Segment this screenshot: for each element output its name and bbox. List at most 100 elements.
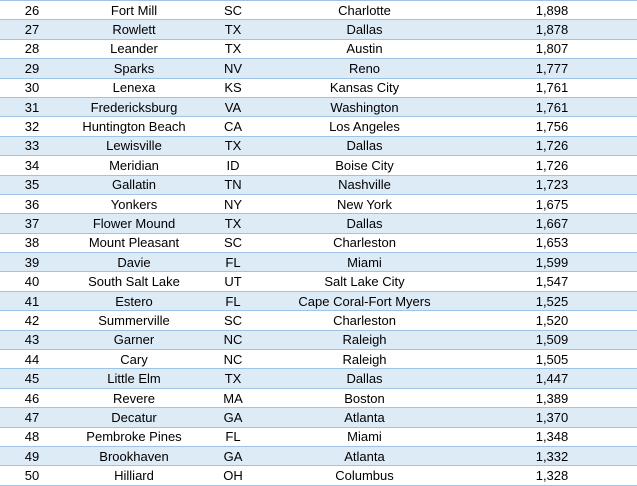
value-cell: 1,653 xyxy=(467,232,637,254)
rank-cell: 40 xyxy=(0,271,64,292)
table-row: 39 Davie FL Miami 1,599 xyxy=(0,252,637,273)
city-cell: Fort Mill xyxy=(64,0,204,21)
metro-cell: Reno xyxy=(262,58,467,79)
city-cell: Sparks xyxy=(64,58,204,79)
rank-cell: 49 xyxy=(0,445,64,467)
city-cell: Cary xyxy=(64,349,204,370)
state-cell: FL xyxy=(204,290,262,312)
state-cell: NC xyxy=(204,329,262,351)
rank-cell: 42 xyxy=(0,310,64,331)
metro-cell: Dallas xyxy=(262,213,467,234)
city-cell: Meridian xyxy=(64,155,204,176)
table-row: 47 Decatur GA Atlanta 1,370 xyxy=(0,407,637,428)
table-row: 48 Pembroke Pines FL Miami 1,348 xyxy=(0,426,637,447)
table-row: 27 Rowlett TX Dallas 1,878 xyxy=(0,19,637,40)
metro-cell: Raleigh xyxy=(262,329,467,351)
value-cell: 1,447 xyxy=(467,368,637,389)
state-cell: NC xyxy=(204,349,262,370)
state-cell: FL xyxy=(204,426,262,447)
metro-cell: Los Angeles xyxy=(262,116,467,137)
metro-cell: Salt Lake City xyxy=(262,271,467,292)
city-cell: Mount Pleasant xyxy=(64,232,204,254)
state-cell: SC xyxy=(204,232,262,254)
city-cell: Huntington Beach xyxy=(64,116,204,137)
state-cell: MA xyxy=(204,387,262,409)
state-cell: FL xyxy=(204,252,262,273)
table-row: 33 Lewisville TX Dallas 1,726 xyxy=(0,135,637,157)
rank-cell: 44 xyxy=(0,349,64,370)
value-cell: 1,509 xyxy=(467,329,637,351)
city-cell: Pembroke Pines xyxy=(64,426,204,447)
table-row: 49 Brookhaven GA Atlanta 1,332 xyxy=(0,445,637,467)
metro-cell: Charleston xyxy=(262,310,467,331)
rank-cell: 45 xyxy=(0,368,64,389)
rank-cell: 26 xyxy=(0,0,64,21)
state-cell: TX xyxy=(204,213,262,234)
city-cell: Rowlett xyxy=(64,19,204,40)
city-cell: Summerville xyxy=(64,310,204,331)
table-row: 37 Flower Mound TX Dallas 1,667 xyxy=(0,213,637,234)
city-cell: Gallatin xyxy=(64,174,204,195)
metro-cell: Charleston xyxy=(262,232,467,254)
value-cell: 1,389 xyxy=(467,387,637,409)
state-cell: TX xyxy=(204,38,262,60)
metro-cell: Kansas City xyxy=(262,77,467,98)
state-cell: SC xyxy=(204,310,262,331)
metro-cell: Miami xyxy=(262,252,467,273)
city-cell: Decatur xyxy=(64,407,204,428)
value-cell: 1,547 xyxy=(467,271,637,292)
value-cell: 1,898 xyxy=(467,0,637,21)
table-row: 42 Summerville SC Charleston 1,520 xyxy=(0,310,637,331)
value-cell: 1,667 xyxy=(467,213,637,234)
state-cell: CA xyxy=(204,116,262,137)
rank-cell: 28 xyxy=(0,38,64,60)
table-row: 31 Fredericksburg VA Washington 1,761 xyxy=(0,96,637,118)
table-row: 45 Little Elm TX Dallas 1,447 xyxy=(0,368,637,389)
table-row: 30 Lenexa KS Kansas City 1,761 xyxy=(0,77,637,98)
metro-cell: Dallas xyxy=(262,19,467,40)
rank-cell: 41 xyxy=(0,290,64,312)
table-row: 34 Meridian ID Boise City 1,726 xyxy=(0,155,637,176)
rank-cell: 46 xyxy=(0,387,64,409)
value-cell: 1,675 xyxy=(467,193,637,215)
value-cell: 1,726 xyxy=(467,155,637,176)
city-cell: Lewisville xyxy=(64,135,204,157)
metro-cell: Austin xyxy=(262,38,467,60)
table-row: 41 Estero FL Cape Coral-Fort Myers 1,525 xyxy=(0,290,637,312)
table-row: 28 Leander TX Austin 1,807 xyxy=(0,38,637,60)
city-cell: Estero xyxy=(64,290,204,312)
table-row: 35 Gallatin TN Nashville 1,723 xyxy=(0,174,637,195)
value-cell: 1,761 xyxy=(467,77,637,98)
rank-cell: 37 xyxy=(0,213,64,234)
rank-cell: 48 xyxy=(0,426,64,447)
city-cell: Little Elm xyxy=(64,368,204,389)
table-row: 29 Sparks NV Reno 1,777 xyxy=(0,58,637,79)
value-cell: 1,520 xyxy=(467,310,637,331)
value-cell: 1,777 xyxy=(467,58,637,79)
state-cell: NY xyxy=(204,193,262,215)
city-cell: Flower Mound xyxy=(64,213,204,234)
city-cell: Lenexa xyxy=(64,77,204,98)
table-row: 32 Huntington Beach CA Los Angeles 1,756 xyxy=(0,116,637,137)
metro-cell: Cape Coral-Fort Myers xyxy=(262,290,467,312)
state-cell: ID xyxy=(204,155,262,176)
metro-cell: Boise City xyxy=(262,155,467,176)
value-cell: 1,756 xyxy=(467,116,637,137)
metro-cell: Atlanta xyxy=(262,407,467,428)
metro-cell: Atlanta xyxy=(262,445,467,467)
value-cell: 1,525 xyxy=(467,290,637,312)
state-cell: UT xyxy=(204,271,262,292)
rank-cell: 50 xyxy=(0,465,64,486)
state-cell: KS xyxy=(204,77,262,98)
value-cell: 1,505 xyxy=(467,349,637,370)
rank-cell: 35 xyxy=(0,174,64,195)
table-row: 50 Hilliard OH Columbus 1,328 xyxy=(0,465,637,486)
city-cell: Hilliard xyxy=(64,465,204,486)
state-cell: VA xyxy=(204,96,262,118)
city-cell: Revere xyxy=(64,387,204,409)
metro-cell: New York xyxy=(262,193,467,215)
rank-cell: 38 xyxy=(0,232,64,254)
city-cell: Fredericksburg xyxy=(64,96,204,118)
